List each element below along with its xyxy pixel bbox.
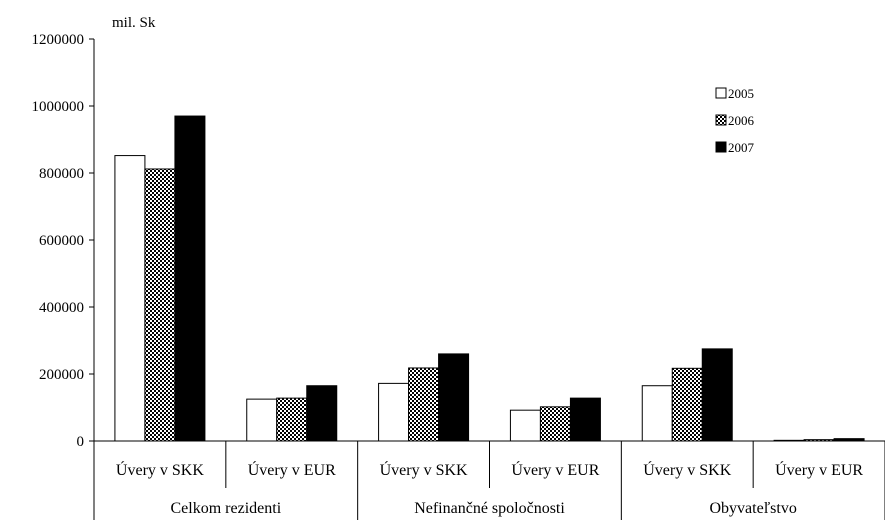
bar-2005 [773,439,805,442]
bar-2006 [803,439,835,442]
bar-2007 [569,397,601,442]
bar-2005 [246,398,278,442]
bar-2006 [276,397,308,442]
bar-2006 [408,367,440,442]
legend-label: 2006 [728,113,755,128]
legend-swatch-2006 [715,114,727,126]
y-tick-label: 600000 [39,233,84,249]
axes: 0 200000 400000 600000 800000 1000000 1200000 Ú… [32,32,885,520]
bar-2006 [144,168,176,442]
bar-2007 [438,353,470,442]
y-tick-label: 1200000 [32,32,85,48]
bar-2006 [539,406,571,442]
y-unit-label: mil. Sk [112,15,156,31]
category-label: Úvery v SKK [116,460,204,479]
y-tick-label: 400000 [39,300,84,316]
legend-swatch-2007 [715,141,727,153]
bar-2005 [641,385,673,442]
legend-swatch-2005 [715,87,727,99]
bar-2005 [378,382,410,442]
group-label: Nefinančné spoločnosti [414,500,565,517]
legend-label: 2005 [728,86,754,101]
bars [114,115,865,442]
legend: 2005 2006 2007 [715,86,755,155]
bar-2005 [509,409,541,442]
y-tick-label: 800000 [39,166,84,182]
category-label: Úvery v EUR [248,460,336,479]
category-label: Úvery v EUR [775,460,863,479]
category-label: Úvery v SKK [380,460,468,479]
y-tick-label: 0 [77,434,85,450]
y-tick-label: 200000 [39,367,84,383]
group-label: Celkom rezidenti [171,500,282,517]
y-tick-label: 1000000 [32,99,85,115]
group-label: Obyvateľstvo [709,500,796,517]
bar-2007 [174,115,206,442]
bar-2007 [701,348,733,442]
bar-2006 [671,367,703,442]
category-label: Úvery v EUR [511,460,599,479]
bar-2007 [833,438,865,442]
bar-2005 [114,155,146,442]
bar-2007 [306,385,338,442]
category-label: Úvery v SKK [643,460,731,479]
legend-label: 2007 [728,140,755,155]
